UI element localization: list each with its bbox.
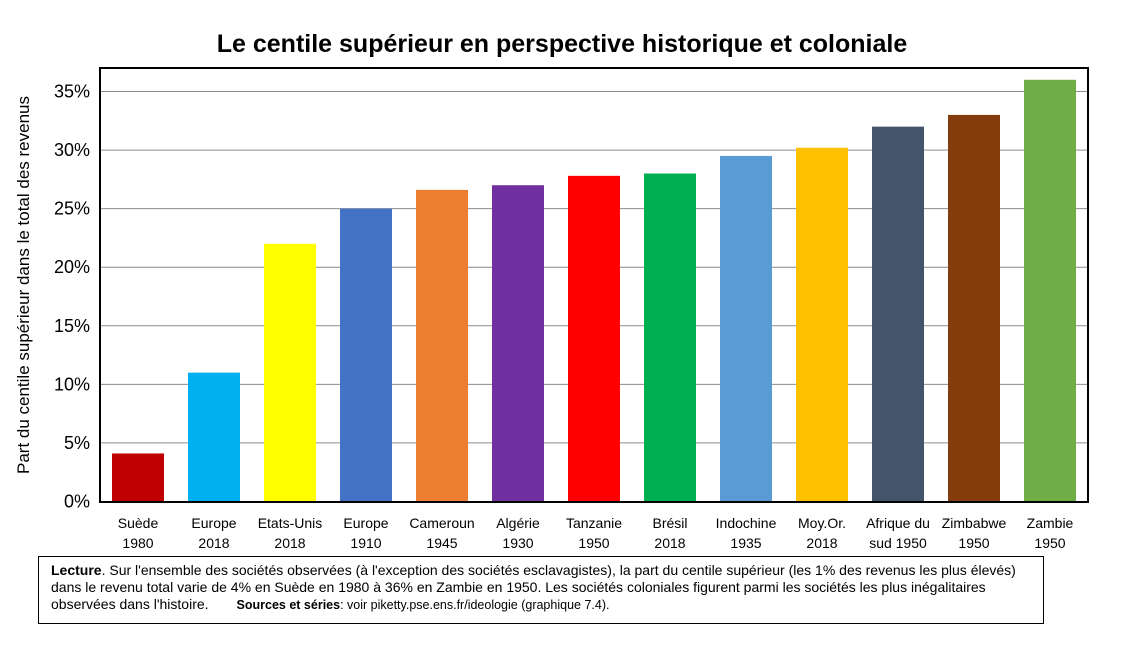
y-tick-label: 10%: [54, 374, 90, 394]
bar: [568, 175, 620, 502]
bar: [188, 372, 240, 502]
x-tick-label: Zambie 1950: [1027, 515, 1074, 551]
x-tick-label: Algérie 1930: [496, 515, 540, 551]
bar: [416, 189, 468, 502]
bar: [720, 155, 772, 502]
plot-frame: [99, 67, 1089, 503]
y-tick-label: 25%: [54, 199, 90, 219]
y-tick-label: 15%: [54, 316, 90, 336]
x-tick-label: Cameroun 1945: [409, 515, 474, 551]
chart-title: Le centile supérieur en perspective hist…: [216, 30, 908, 58]
bar: [112, 453, 164, 502]
x-tick-label: Suède 1980: [118, 515, 159, 551]
x-tick-label: Afrique du sud 1950: [866, 515, 930, 551]
bar: [796, 147, 848, 502]
bar: [1024, 79, 1076, 502]
note-label: Lecture: [51, 562, 102, 578]
bar: [492, 185, 544, 502]
x-tick-label: Etats-Unis 2018: [258, 515, 323, 551]
y-tick-label: 0%: [64, 492, 90, 512]
x-tick-label: Moy.Or. 2018: [798, 515, 846, 551]
sources-text: : voir piketty.pse.ens.fr/ideologie (gra…: [340, 598, 610, 612]
y-tick-label: 30%: [54, 140, 90, 160]
y-tick-label: 5%: [64, 433, 90, 453]
sources-label: Sources et séries: [236, 598, 341, 612]
y-tick-label: 20%: [54, 257, 90, 277]
y-tick-label: 35%: [54, 82, 90, 102]
bar: [872, 126, 924, 502]
note-text: . Sur l'ensemble des sociétés observées …: [51, 562, 1016, 612]
bar: [948, 114, 1000, 502]
bar: [264, 243, 316, 502]
bar-chart: 0% 5% 10% 15% 20% 25% 30% 35% Suède 1980 Europe 20…: [54, 67, 1089, 551]
bar: [340, 208, 392, 502]
x-tick-label: Zimbabwe 1950: [942, 515, 1007, 551]
reading-note: Lecture. Sur l'ensemble des sociétés obs…: [38, 556, 1044, 624]
x-tick-label: Tanzanie 1950: [566, 515, 622, 551]
bars: [112, 79, 1076, 502]
x-tick-labels: Suède 1980 Europe 2018 Etats-Unis 2018 Europe 1…: [118, 515, 1074, 551]
bar: [644, 173, 696, 502]
x-tick-label: Indochine 1935: [716, 515, 777, 551]
x-tick-label: Brésil 2018: [652, 515, 687, 551]
x-tick-label: Europe 2018: [191, 515, 236, 551]
x-tick-label: Europe 1910: [343, 515, 388, 551]
y-tick-labels: 0% 5% 10% 15% 20% 25% 30% 35%: [54, 82, 90, 512]
